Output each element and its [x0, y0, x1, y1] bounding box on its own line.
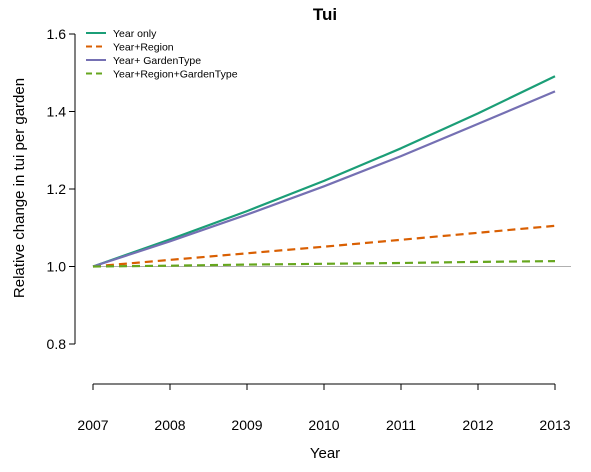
y-axis-label: Relative change in tui per garden: [11, 78, 28, 298]
x-axis-label: Year: [310, 445, 340, 462]
legend-label: Year only: [113, 28, 157, 40]
legend-label: Year+Region: [113, 42, 174, 54]
x-tick-label: 2013: [539, 417, 570, 433]
x-tick-label: 2007: [77, 417, 108, 433]
series-line-3: [92, 90, 556, 268]
legend-label: Year+ GardenType: [113, 55, 201, 67]
series-line-1: [92, 75, 556, 268]
axes: 0.8 1.0 1.2 1.4 1.6 2007 2008 2009 2010 2011 2012 2…: [47, 26, 571, 433]
series-line-2: [92, 224, 556, 268]
y-tick-label: 1.4: [47, 104, 67, 120]
x-tick-label: 2012: [462, 417, 493, 433]
plot-area: [92, 75, 571, 268]
y-tick-label: 0.8: [47, 336, 67, 352]
y-tick-label: 1.6: [47, 26, 67, 42]
x-tick-label: 2010: [308, 417, 339, 433]
chart-title: Tui: [313, 5, 337, 24]
x-tick-label: 2008: [154, 417, 185, 433]
x-tick-label: 2009: [231, 417, 262, 433]
y-tick-label: 1.2: [47, 181, 67, 197]
x-tick-label: 2011: [386, 417, 416, 433]
series-line-4: [92, 260, 556, 268]
y-tick-label: 1.0: [47, 259, 67, 275]
legend-label: Year+Region+GardenType: [113, 69, 238, 81]
